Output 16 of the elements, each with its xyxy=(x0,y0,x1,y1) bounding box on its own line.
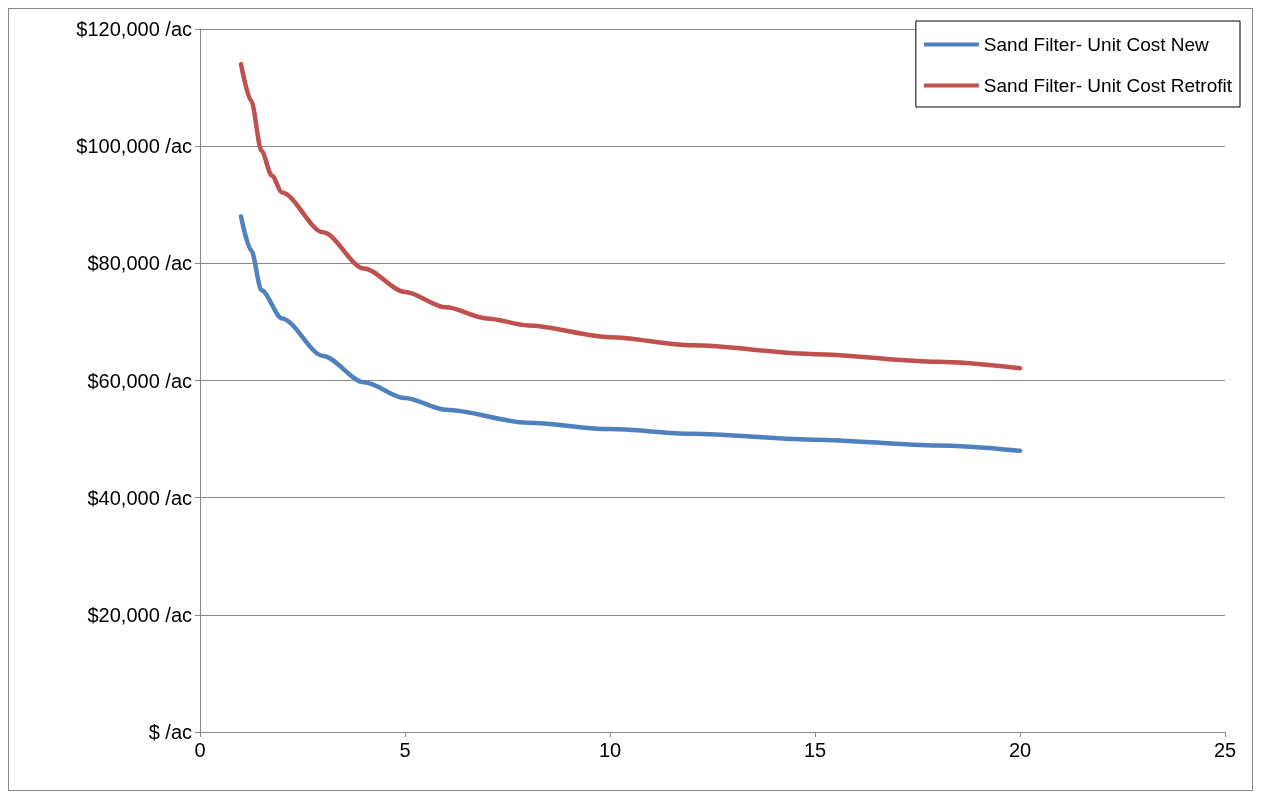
y-tick-label: $80,000 /ac xyxy=(87,252,192,275)
x-tick-label: 20 xyxy=(1008,739,1032,761)
x-tick-label: 15 xyxy=(803,739,827,761)
y-tick-label: $100,000 /ac xyxy=(76,135,192,158)
x-tick-label: 5 xyxy=(399,739,411,761)
y-tick-label: $20,000 /ac xyxy=(87,603,192,626)
line-series xyxy=(238,214,1023,454)
y-tick-label: $ /ac xyxy=(148,721,192,743)
y-tick-label: $120,000 /ac xyxy=(76,18,192,40)
x-tick-label: 10 xyxy=(598,739,622,761)
x-tick-label: 25 xyxy=(1213,739,1237,761)
legend-label: Sand Filter- Unit Cost New xyxy=(983,34,1210,55)
y-tick-label: $60,000 /ac xyxy=(87,369,192,392)
legend-label: Sand Filter- Unit Cost Retrofit xyxy=(983,75,1233,96)
y-tick-label: $40,000 /ac xyxy=(87,486,192,509)
x-tick-label: 0 xyxy=(194,739,206,761)
